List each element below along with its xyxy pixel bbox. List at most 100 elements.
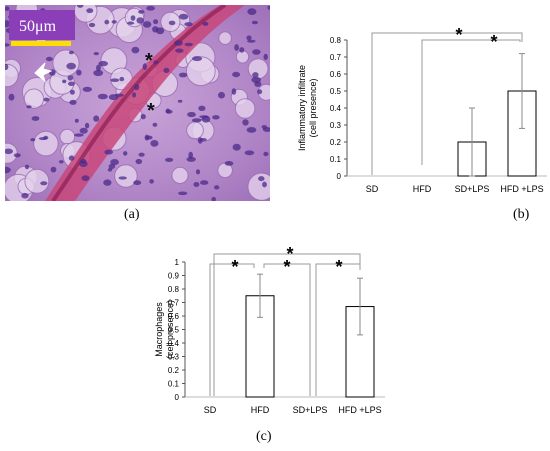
nucleus	[152, 26, 159, 33]
nucleus	[127, 21, 135, 25]
nucleus	[98, 60, 108, 67]
significance-bracket	[315, 263, 361, 396]
category-label: SD+LPS	[293, 405, 328, 415]
nucleus	[187, 111, 196, 118]
nucleus	[261, 125, 267, 129]
nucleus	[24, 164, 30, 170]
nucleus	[49, 69, 56, 76]
nucleus	[76, 69, 82, 76]
nucleus	[5, 166, 11, 174]
nucleus	[136, 17, 144, 24]
nucleus	[244, 150, 255, 156]
nucleus	[110, 159, 119, 166]
y-tick-label: 0	[175, 393, 180, 402]
nucleus	[212, 115, 220, 120]
nucleus	[79, 160, 88, 167]
nucleus	[188, 151, 193, 159]
nucleus	[150, 140, 159, 147]
nucleus	[108, 163, 116, 170]
nucleus	[38, 137, 48, 141]
micrograph: 50μm * *	[5, 5, 270, 201]
significance-star: *	[283, 257, 290, 277]
nucleus	[142, 63, 147, 71]
significance-star: *	[286, 244, 293, 264]
nucleus	[231, 88, 237, 95]
nucleus	[252, 72, 259, 78]
arrowhead-marker	[34, 62, 53, 83]
nucleus	[153, 19, 159, 25]
nucleus	[200, 180, 209, 185]
scale-box	[9, 10, 75, 40]
nucleus	[257, 89, 263, 95]
category-label: HFD +LPS	[500, 184, 543, 194]
nucleus	[239, 47, 245, 53]
nucleus	[193, 182, 200, 187]
nucleus	[202, 21, 209, 26]
y-tick-label: 0.6	[168, 312, 180, 321]
adipocyte	[52, 49, 80, 77]
nucleus	[262, 181, 267, 188]
nucleus	[246, 35, 252, 41]
nucleus	[5, 148, 13, 155]
y-tick-label: 0.1	[168, 380, 180, 389]
category-label: SD+LPS	[455, 184, 490, 194]
y-axis-title: Inflammatory infiltrate	[297, 65, 307, 151]
nucleus	[132, 92, 137, 98]
nucleus	[69, 89, 75, 95]
nucleus	[93, 69, 104, 77]
nucleus	[224, 161, 234, 166]
nucleus	[5, 6, 10, 11]
adipocyte	[23, 88, 45, 109]
adipocyte	[33, 130, 59, 157]
nucleus	[108, 94, 119, 101]
nucleus	[263, 53, 268, 61]
nucleus	[242, 119, 249, 126]
nucleus	[103, 179, 112, 186]
chart-macrophages: 0 0.1 0.2 0.3 0.4 0.5 0.6 0.7 0.8 0.9 1 SD HFD SD+LPS…	[154, 244, 385, 415]
y-tick-label: 0.9	[168, 272, 180, 281]
nucleus	[5, 43, 10, 47]
nucleus	[163, 67, 170, 73]
nucleus	[263, 151, 269, 157]
nucleus	[68, 155, 75, 161]
nucleus	[74, 133, 84, 137]
adipocyte	[24, 168, 50, 194]
nucleus	[186, 156, 196, 162]
nucleus	[62, 79, 67, 84]
significance-star: *	[455, 25, 462, 45]
nucleus	[149, 179, 154, 184]
nucleus	[5, 20, 11, 28]
y-axis-title: Macrophages	[154, 302, 164, 357]
nucleus	[153, 60, 159, 64]
nucleus	[165, 157, 174, 162]
nucleus	[146, 5, 156, 11]
category-label: SD	[204, 405, 217, 415]
chart-inflammatory-infiltrate: 0 0.1 0.2 0.3 0.4 0.5 0.6 0.7 0.8 SD HFD SD+LPS HFD …	[297, 25, 547, 194]
nucleus	[81, 175, 90, 182]
nucleus	[97, 93, 108, 100]
nucleus	[111, 20, 117, 24]
nucleus	[69, 99, 77, 105]
significance-bracket	[371, 32, 523, 175]
adipocyte	[234, 98, 256, 119]
nucleus	[232, 71, 241, 78]
nucleus	[252, 49, 261, 55]
scale-bar	[11, 41, 71, 46]
nucleus	[45, 56, 53, 62]
nucleus	[168, 20, 176, 26]
category-label: HFD	[413, 184, 432, 194]
nucleus	[50, 166, 57, 173]
adipocyte	[114, 164, 138, 188]
nucleus	[26, 105, 32, 109]
adipocyte	[73, 5, 98, 23]
scale-bar-label: 50μm	[19, 18, 57, 35]
nucleus	[232, 143, 241, 151]
y-tick-label: 0.8	[330, 36, 342, 45]
nucleus	[142, 21, 152, 28]
y-tick-label: 0.6	[330, 70, 342, 79]
nucleus	[82, 86, 93, 92]
nucleus	[133, 180, 142, 186]
nucleus	[79, 127, 88, 134]
adipocyte	[218, 31, 232, 45]
nucleus	[178, 72, 188, 78]
